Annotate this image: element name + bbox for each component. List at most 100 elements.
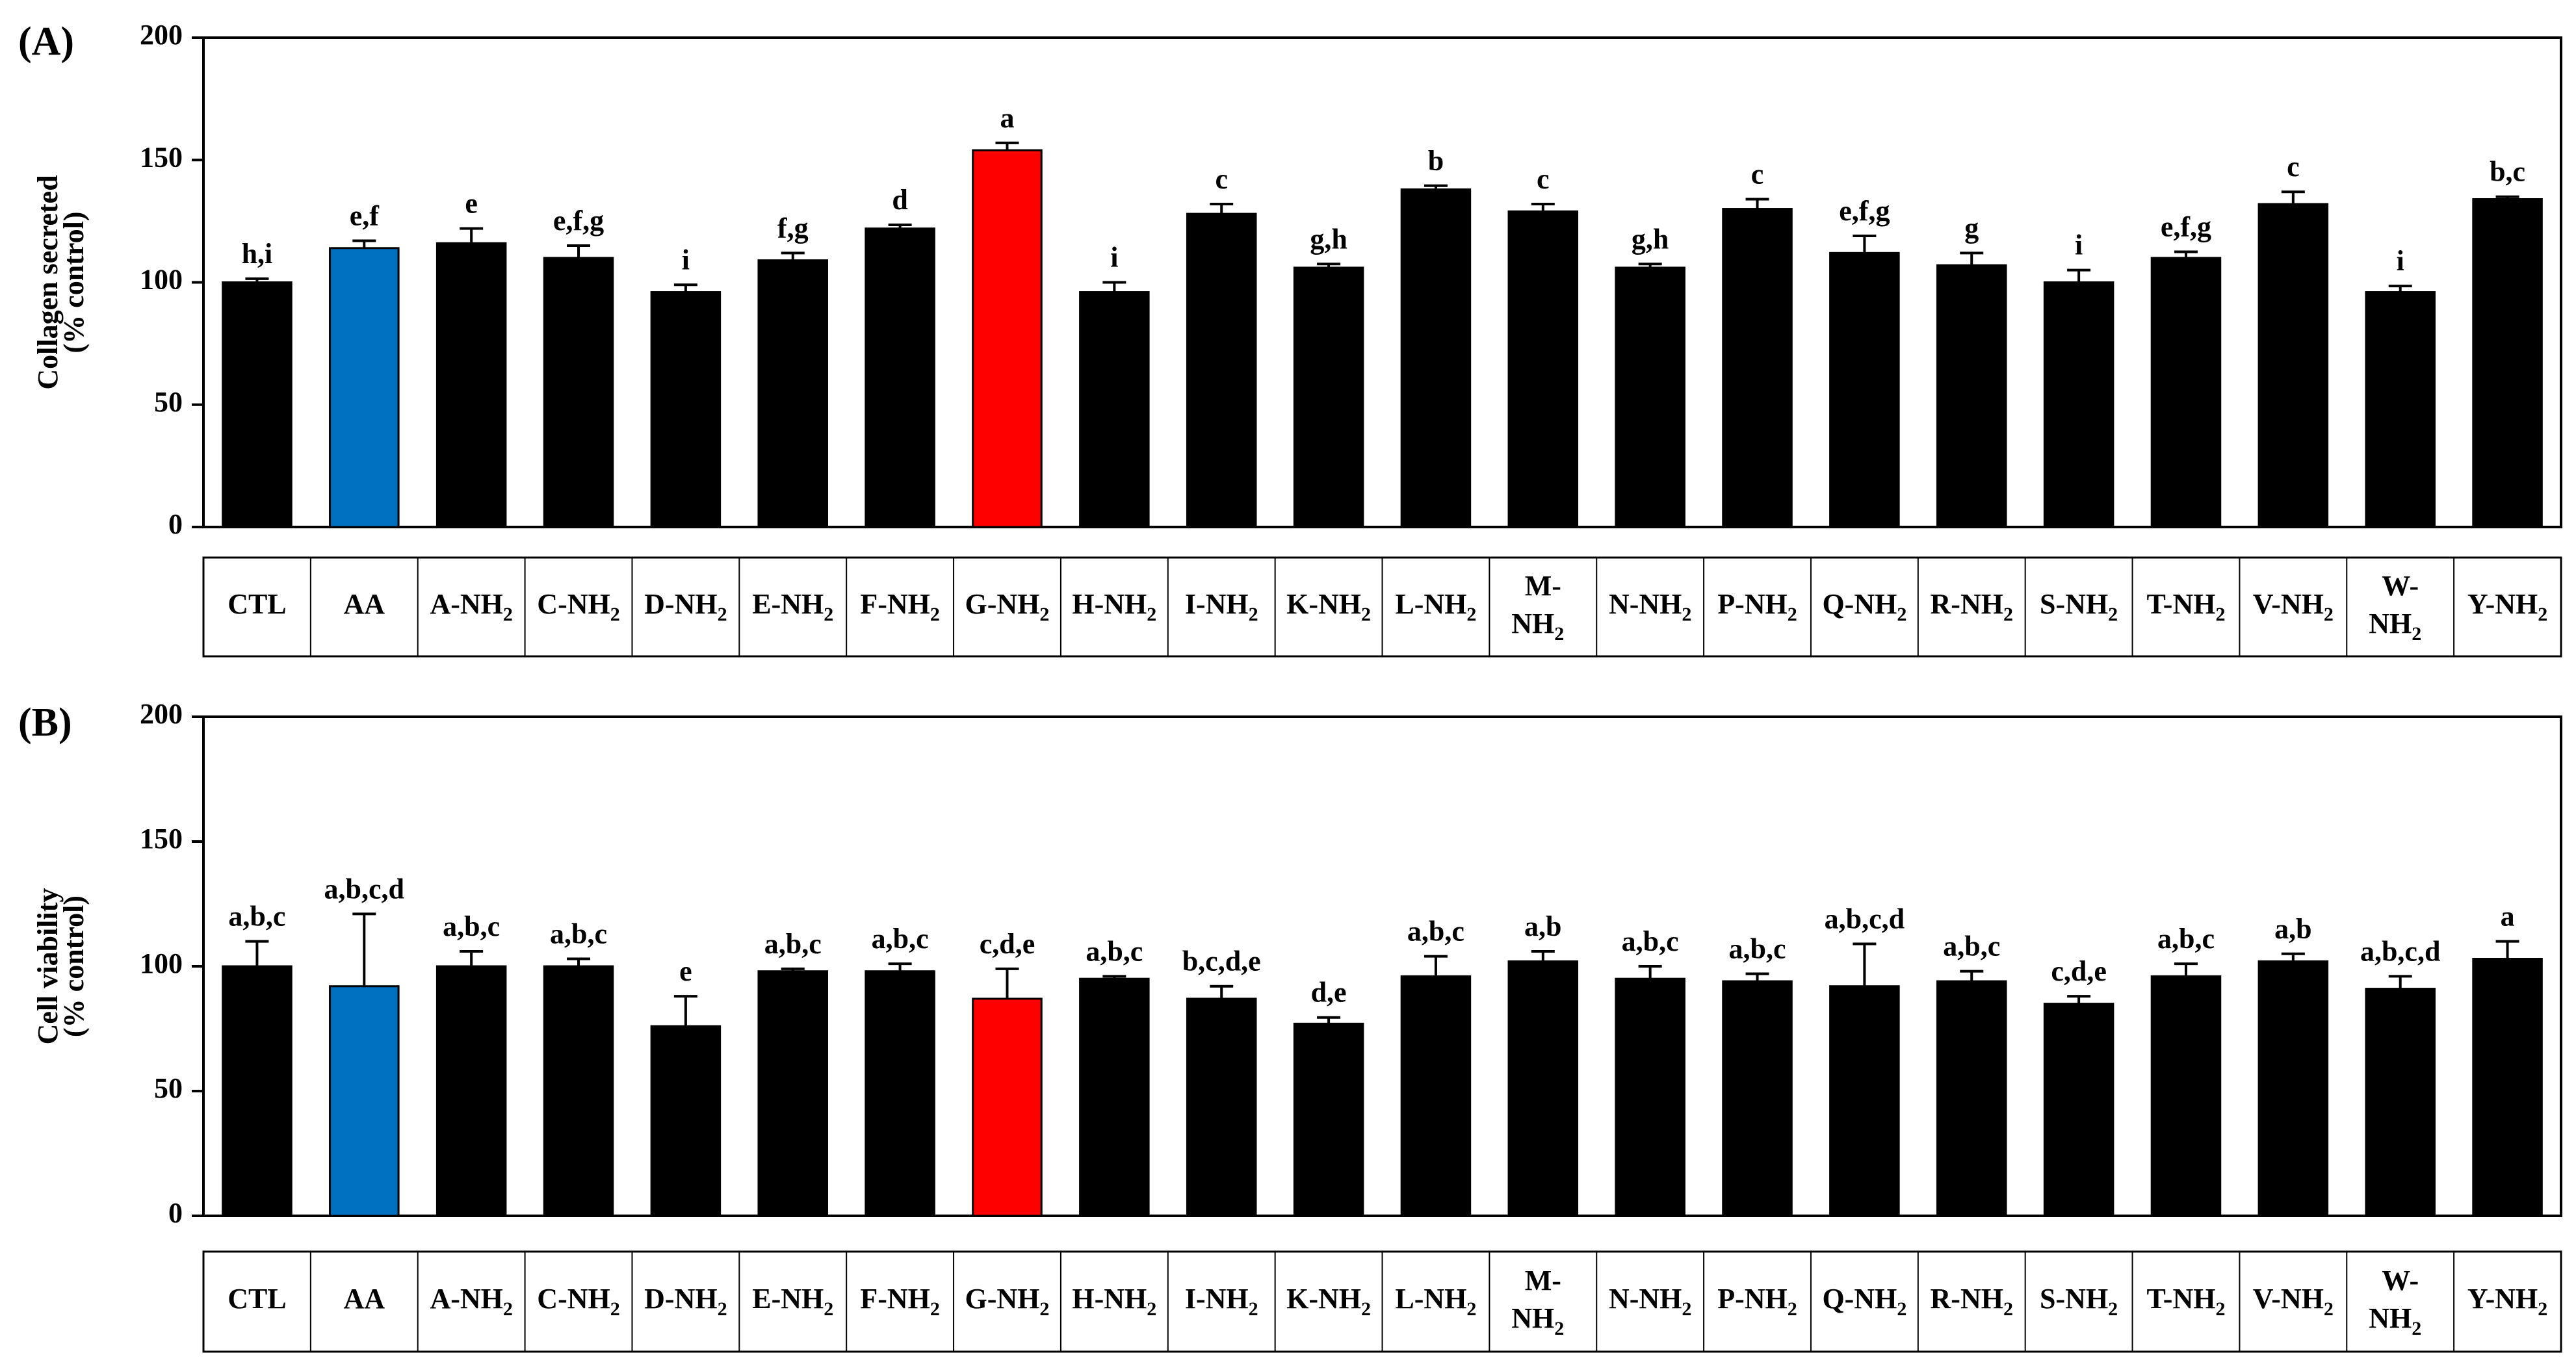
bar [2257,203,2329,528]
category-label-main: Q-NH [1822,1283,1897,1315]
category-label: L-NH2 [1395,1283,1476,1320]
category-label-main: D-NH [644,588,717,620]
significance-label: g,h [1310,223,1347,255]
category-label: C-NH2 [537,1283,619,1320]
category-label: N-NH2 [1609,1283,1691,1320]
significance-label: c [2287,151,2300,183]
significance-label: a,b,c [1407,916,1464,947]
bar [1829,251,1900,528]
y-tick-label: 150 [140,823,183,855]
category-label-main: NH [2369,608,2412,639]
bar [436,242,507,528]
category-label-subscript: 2 [2538,604,2547,625]
bar [2365,291,2436,528]
category-label: A-NH2 [430,588,512,625]
y-axis-label-unit: (% control) [58,895,90,1037]
panel-a: (A) Collagen secreted(% control) 0 50 100 150… [18,19,2562,658]
category-label-subscript: 2 [2324,1298,2334,1320]
bar [972,997,1043,1217]
category-label-main: CTL [228,588,286,620]
significance-label: a,b,c [1729,933,1786,965]
significance-label: a,b,c [872,923,929,955]
y-axis-label: Cell viability [32,888,64,1045]
category-label: W- [2382,1265,2419,1296]
category-label-line2: NH2 [2369,1302,2421,1339]
significance-label: a,b,c,d [324,873,404,905]
category-label-main: S-NH [2040,588,2108,620]
significance-label: b,c [2490,156,2525,188]
category-label-subscript: 2 [1554,1318,1564,1339]
category-label-main: S-NH [2040,1283,2108,1315]
category-label: H-NH2 [1072,1283,1156,1320]
category-label-main: A-NH [430,1283,502,1315]
category-label-main: Y-NH [2467,1283,2538,1315]
category-label-subscript: 2 [1361,604,1371,625]
category-label-main: L-NH [1395,1283,1466,1315]
significance-label: i [1110,242,1118,274]
significance-label: i [2075,229,2083,261]
bar [329,247,400,528]
category-label-main: E-NH [752,1283,824,1315]
bar [2150,257,2222,528]
category-label-main: NH [1511,1302,1554,1334]
y-tick-label: 0 [168,1197,183,1229]
category-label: Q-NH2 [1822,1283,1906,1320]
significance-label: e,f [350,199,380,231]
bar [1186,212,1257,528]
category-label-main: AA [344,588,385,620]
significance-label: a,b [2274,913,2311,945]
category-label-main: P-NH [1717,1283,1788,1315]
category-label-subscript: 2 [1554,623,1564,645]
category-label-main: K-NH [1286,1283,1361,1315]
significance-label: a,b,c [550,918,607,949]
category-label-main: G-NH [965,1283,1040,1315]
significance-label: c [1537,163,1550,195]
category-label-main: A-NH [430,588,502,620]
significance-label: g [1964,212,1979,244]
category-label-subscript: 2 [718,604,727,625]
bar [1722,980,1793,1217]
significance-label: a,b,c,d [2360,935,2440,967]
category-label-main: I-NH [1185,588,1249,620]
category-label-main: K-NH [1286,588,1361,620]
significance-label: a,b,c [1622,925,1679,957]
bar [1615,977,1685,1217]
category-label: P-NH2 [1717,1283,1797,1320]
category-label: L-NH2 [1395,588,1476,625]
category-label-subscript: 2 [718,1298,727,1320]
significance-label: d,e [1311,977,1347,1009]
bar [2365,988,2436,1217]
category-label: K-NH2 [1286,1283,1371,1320]
bar [2472,198,2543,528]
category-label-main: CTL [228,1283,286,1315]
category-label: G-NH2 [965,1283,1050,1320]
bar [329,985,400,1217]
panel-b: (B) Cell viability(% control) 0 50 100 150 200… [18,698,2562,1353]
category-label-main: H-NH [1072,588,1147,620]
category-label: V-NH2 [2253,588,2334,625]
significance-label: e,f,g [2161,211,2211,242]
category-label-main: R-NH [1931,588,2003,620]
significance-label: a,b,c [1086,935,1143,967]
category-label-subscript: 2 [2538,1298,2547,1320]
y-tick-label: 100 [140,264,183,296]
category-label: T-NH2 [2146,1283,2225,1320]
category-label: AA [344,1283,385,1315]
category-label-subscript: 2 [503,604,513,625]
category-label-main: H-NH [1072,1283,1147,1315]
category-label-main: C-NH [537,588,610,620]
category-label: K-NH2 [1286,588,1371,625]
category-label-line2: NH2 [2369,608,2421,645]
panel-label: (A) [18,19,74,64]
category-label: N-NH2 [1609,588,1691,625]
panel-label: (B) [18,701,72,745]
bar [543,257,614,528]
category-label-subscript: 2 [1147,604,1156,625]
category-label: AA [344,588,385,620]
category-label: F-NH2 [860,1283,940,1320]
category-label: E-NH2 [752,588,833,625]
category-label: G-NH2 [965,588,1050,625]
significance-label: a,b [1524,910,1561,942]
category-label-line2: NH2 [1511,1302,1564,1339]
category-label: F-NH2 [860,588,940,625]
